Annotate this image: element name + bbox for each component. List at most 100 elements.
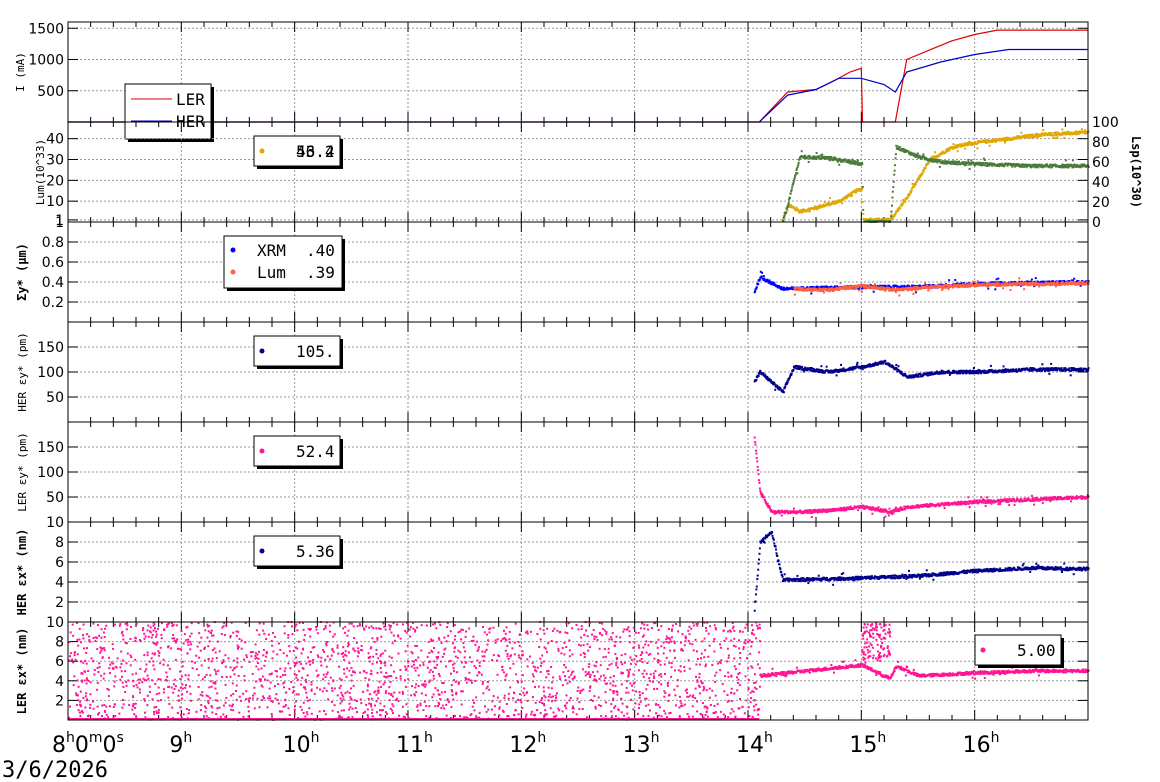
- y-tick-label: 1000: [28, 53, 64, 69]
- data-point: [972, 502, 975, 505]
- y-right-tick-label: 0: [1092, 215, 1101, 231]
- data-point: [1017, 498, 1020, 501]
- panel-her_ey: 50 100 150 HER εy* (pm) 105.: [16, 321, 1090, 423]
- data-point: [872, 290, 875, 293]
- data-point: [759, 489, 762, 492]
- legend-value-overlap: 43.4: [296, 142, 335, 161]
- data-point: [904, 373, 907, 375]
- data-point: [786, 205, 789, 208]
- data-point: [1045, 165, 1048, 168]
- data-point: [1031, 283, 1034, 286]
- data-point: [797, 163, 800, 166]
- data-point: [979, 500, 982, 503]
- data-point: [1017, 369, 1020, 372]
- data-point: [824, 286, 827, 289]
- data-point: [1001, 162, 1004, 165]
- data-point: [943, 162, 946, 165]
- data-point: [1035, 496, 1038, 499]
- legend-marker-XRM: [230, 247, 236, 253]
- data-point: [1049, 134, 1052, 137]
- data-point: [792, 181, 795, 184]
- data-point: [779, 510, 782, 513]
- data-point: [778, 388, 781, 391]
- panel-sigma: 0.2 0.4 0.6 0.8 1 Σy* (µm) XRM .40 Lum .39: [15, 215, 1090, 323]
- data-point: [791, 186, 794, 189]
- data-point: [806, 511, 809, 514]
- data-point: [900, 147, 903, 150]
- data-point: [951, 147, 954, 150]
- data-point: [911, 504, 914, 507]
- data-point: [960, 143, 963, 146]
- data-point: [1003, 499, 1005, 502]
- data-point: [917, 375, 920, 378]
- data-point: [1020, 281, 1022, 284]
- data-point: [770, 283, 773, 286]
- data-point: [1067, 497, 1070, 500]
- legend: 43.456.2: [253, 135, 343, 169]
- data-point: [852, 287, 855, 290]
- data-point: [800, 211, 803, 214]
- panel-frame: [67, 121, 1089, 223]
- data-point: [765, 501, 767, 504]
- data-point: [934, 157, 937, 160]
- data-point: [813, 286, 816, 289]
- data-point: [1071, 368, 1074, 371]
- data-point: [1074, 130, 1077, 133]
- data-point: [946, 161, 949, 164]
- data-point: [840, 363, 842, 366]
- data-point: [953, 147, 956, 149]
- data-point: [895, 144, 898, 147]
- data-point: [913, 376, 916, 379]
- data-point: [873, 285, 876, 288]
- data-point: [1061, 281, 1064, 284]
- data-point: [855, 365, 858, 368]
- data-point: [1040, 163, 1043, 166]
- data-point: [919, 373, 922, 375]
- data-point: [828, 204, 831, 207]
- data-point: [863, 218, 866, 221]
- data-point: [1034, 136, 1037, 138]
- data-point: [797, 161, 800, 164]
- data-point: [755, 452, 758, 455]
- data-point: [1007, 501, 1010, 503]
- data-point: [773, 282, 776, 285]
- data-point: [932, 284, 935, 286]
- data-point: [1034, 284, 1037, 287]
- data-point: [877, 506, 880, 509]
- data-point: [879, 507, 882, 510]
- y-tick-label: 100: [37, 365, 64, 381]
- data-point: [968, 372, 971, 375]
- data-point: [918, 506, 920, 509]
- data-point: [880, 360, 883, 363]
- data-point: [936, 155, 939, 158]
- data-point: [869, 283, 872, 286]
- data-point: [800, 368, 803, 371]
- data-point: [812, 155, 815, 158]
- data-point: [886, 220, 889, 223]
- data-point: [1004, 139, 1007, 142]
- data-point: [865, 506, 868, 509]
- data-point: [972, 500, 975, 503]
- data-point: [794, 366, 797, 369]
- data-point: [781, 288, 784, 291]
- data-point: [788, 198, 791, 201]
- data-point: [1052, 134, 1055, 137]
- data-point: [1063, 368, 1066, 371]
- data-point: [789, 192, 792, 195]
- data-point: [887, 511, 890, 513]
- data-point: [1076, 282, 1079, 284]
- data-point: [814, 508, 817, 511]
- data-point: [819, 371, 822, 373]
- data-point: [954, 145, 957, 147]
- data-point: [871, 364, 874, 367]
- data-point: [847, 287, 850, 290]
- data-point: [854, 189, 857, 192]
- data-point: [1047, 496, 1050, 499]
- data-point: [1081, 165, 1084, 168]
- data-point: [1051, 369, 1054, 372]
- data-point: [806, 209, 809, 211]
- data-point: [968, 506, 971, 509]
- data-point: [923, 285, 926, 288]
- legend-box: [253, 135, 341, 167]
